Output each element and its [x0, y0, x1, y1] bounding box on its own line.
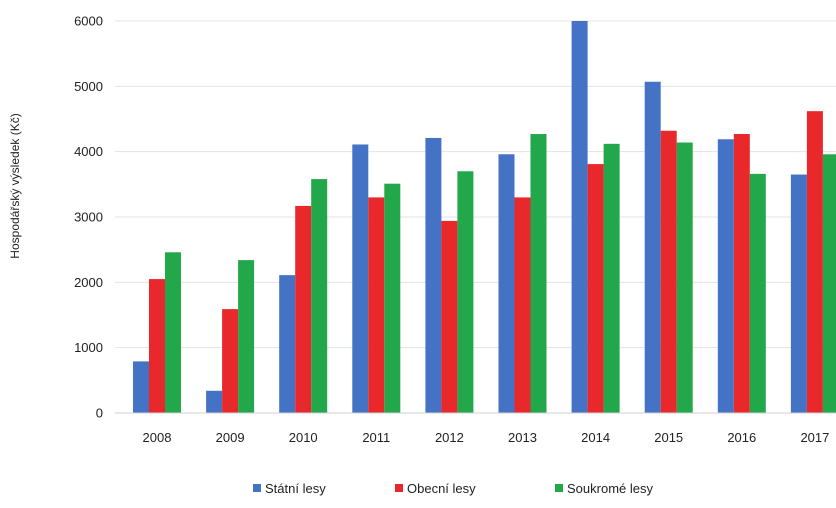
bar-obecní-lesy-2010: [295, 205, 312, 413]
bar-obecní-lesy-2015: [660, 130, 677, 413]
legend-label: Soukromé lesy: [567, 481, 653, 496]
bar-státní-lesy-2013: [498, 154, 515, 413]
axes: 0 1000 2000 3000 4000 5000 6000 2008 2009 2010 201…: [74, 14, 836, 445]
x-tick-label: 2015: [654, 430, 683, 445]
y-tick-label: 0: [96, 406, 103, 421]
bar-soukromé-lesy-2008: [165, 252, 181, 413]
bar-soukromé-lesy-2015: [676, 142, 693, 413]
y-tick-label: 5000: [74, 79, 103, 94]
legend-label: Obecní lesy: [407, 481, 476, 496]
legend-swatch: [555, 484, 563, 492]
y-tick-label: 2000: [74, 275, 103, 290]
x-tick-label: 2014: [581, 430, 610, 445]
legend-swatch: [253, 484, 261, 492]
y-axis-title: Hospodářský výsledek (Kč): [8, 113, 22, 258]
x-tick-label: 2012: [435, 430, 464, 445]
bar-soukromé-lesy-2017: [822, 154, 836, 413]
legend-label: Státní lesy: [265, 481, 326, 496]
bar-soukromé-lesy-2013: [530, 134, 547, 413]
bar-obecní-lesy-2014: [587, 164, 604, 413]
bar-obecní-lesy-2008: [149, 279, 165, 413]
bar-státní-lesy-2008: [133, 361, 149, 413]
bar-soukromé-lesy-2016: [749, 173, 766, 413]
x-tick-label: 2010: [289, 430, 318, 445]
bar-obecní-lesy-2012: [441, 220, 458, 413]
bar-státní-lesy-2015: [644, 81, 661, 413]
gridlines: [115, 20, 836, 349]
y-tick-label: 6000: [74, 14, 103, 29]
bar-státní-lesy-2012: [425, 137, 442, 414]
bar-obecní-lesy-2017: [806, 111, 823, 413]
x-tick-label: 2008: [143, 430, 172, 445]
legend-swatch: [395, 484, 403, 492]
y-tick-label: 3000: [74, 210, 103, 225]
x-tick-label: 2011: [362, 430, 390, 445]
bar-státní-lesy-2011: [352, 144, 369, 414]
bar-státní-lesy-2016: [717, 139, 734, 413]
bar-soukromé-lesy-2014: [603, 143, 620, 413]
x-tick-label: 2009: [216, 430, 245, 445]
bar-soukromé-lesy-2011: [384, 183, 401, 413]
bar-státní-lesy-2017: [790, 174, 807, 413]
bar-soukromé-lesy-2012: [457, 171, 474, 413]
x-tick-label: 2013: [508, 430, 537, 445]
bar-soukromé-lesy-2010: [311, 179, 328, 413]
bar-soukromé-lesy-2009: [238, 260, 255, 413]
bar-státní-lesy-2010: [279, 275, 296, 413]
y-tick-label: 4000: [74, 144, 103, 159]
y-tick-label: 1000: [74, 340, 103, 355]
bar-obecní-lesy-2016: [733, 134, 750, 413]
bar-obecní-lesy-2009: [222, 309, 239, 413]
legend: Státní lesy Obecní lesy Soukromé lesy: [253, 481, 653, 496]
x-tick-label: 2016: [727, 430, 756, 445]
bar-obecní-lesy-2011: [368, 197, 385, 413]
bar-státní-lesy-2014: [571, 21, 588, 413]
bars: [133, 21, 836, 414]
x-tick-label: 2017: [800, 430, 829, 445]
bar-státní-lesy-2009: [206, 390, 223, 413]
bar-obecní-lesy-2013: [514, 197, 531, 413]
